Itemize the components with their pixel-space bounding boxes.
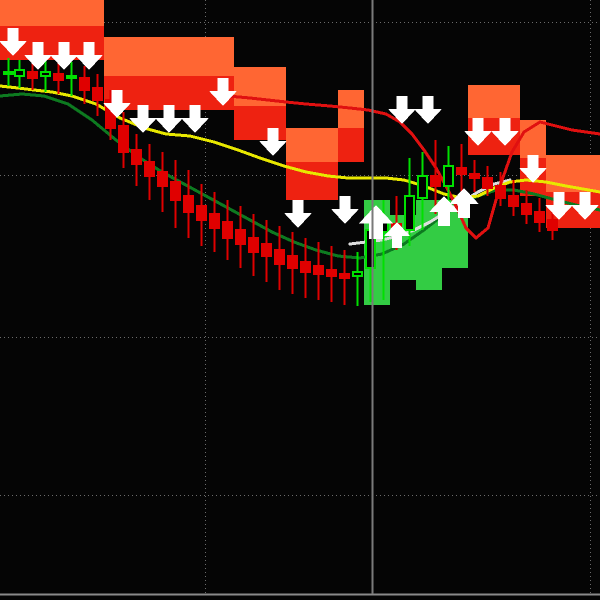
trend-band-bear-upper — [312, 128, 338, 162]
trend-band-bear-upper — [494, 85, 520, 118]
candle-body — [222, 221, 233, 239]
candle-body — [183, 195, 194, 213]
candle-body — [456, 167, 467, 175]
candle-body — [469, 173, 480, 179]
candle-body — [235, 229, 246, 245]
candle-body — [508, 195, 519, 207]
sell-signal-arrow-down[interactable] — [50, 42, 78, 70]
candle-body — [14, 69, 25, 77]
buy-signal-arrow-up[interactable] — [359, 205, 393, 239]
buy-signal-arrow-up[interactable] — [449, 188, 479, 218]
sell-signal-arrow-down[interactable] — [491, 118, 519, 146]
candle-body — [300, 261, 311, 273]
candle-body — [248, 237, 259, 253]
candle-body — [79, 77, 90, 91]
buy-signal-arrow-up[interactable] — [429, 196, 459, 226]
trend-band-bear-upper — [0, 0, 26, 26]
candle-body — [352, 271, 363, 277]
sell-signal-arrow-down[interactable] — [571, 192, 599, 220]
candle-body — [170, 181, 181, 201]
candle-body — [53, 73, 64, 81]
candle-body — [287, 255, 298, 269]
candle-body — [157, 171, 168, 187]
candle-body — [92, 87, 103, 101]
sell-signal-arrow-down[interactable] — [129, 105, 157, 133]
trend-band-bear-upper — [156, 37, 182, 76]
sell-signal-arrow-down[interactable] — [103, 90, 131, 118]
trend-band-bear-upper — [572, 155, 600, 192]
candle-body — [118, 125, 129, 153]
candle-body — [40, 71, 51, 77]
sell-signal-arrow-down[interactable] — [331, 196, 359, 224]
trend-band-bear-upper — [104, 37, 130, 76]
candle-body — [417, 175, 428, 199]
sell-signal-arrow-down[interactable] — [414, 96, 442, 124]
trend-band-bear-lower — [156, 76, 182, 110]
buy-signal-arrow-up[interactable] — [384, 222, 410, 248]
candle-body — [313, 265, 324, 275]
trend-band-bear-upper — [78, 0, 104, 26]
candle-body — [196, 205, 207, 221]
candle-body — [66, 75, 77, 79]
candle-body — [131, 149, 142, 165]
moving-average-line — [348, 178, 512, 246]
sell-signal-arrow-down[interactable] — [24, 42, 52, 70]
sell-signal-arrow-down[interactable] — [388, 96, 416, 124]
sell-signal-arrow-down[interactable] — [75, 42, 103, 70]
candle-body — [3, 71, 14, 75]
sell-signal-arrow-down[interactable] — [519, 155, 547, 183]
candle-body — [326, 269, 337, 277]
trend-band-bear-upper — [468, 85, 494, 118]
trend-band-bear-upper — [26, 0, 52, 26]
candle-body — [339, 273, 350, 279]
trend-band-bear-upper — [130, 37, 156, 76]
trend-band-bear-upper — [286, 128, 312, 162]
trend-band-bear-upper — [182, 37, 208, 76]
candle-body — [209, 213, 220, 229]
candle-body — [521, 203, 532, 215]
candle-body — [430, 175, 441, 187]
trend-band-bear-lower — [234, 106, 260, 140]
candle-body — [144, 161, 155, 177]
sell-signal-arrow-down[interactable] — [259, 128, 287, 156]
trend-band-bear-lower — [130, 76, 156, 110]
candle-body — [27, 71, 38, 79]
candle-body — [534, 211, 545, 223]
trend-band-bear-upper — [208, 37, 234, 76]
sell-signal-arrow-down[interactable] — [155, 105, 183, 133]
sell-signal-arrow-down[interactable] — [209, 78, 237, 106]
candle-body — [482, 177, 493, 189]
sell-signal-arrow-down[interactable] — [181, 105, 209, 133]
candle-body — [495, 185, 506, 199]
candle-body — [274, 249, 285, 265]
sell-signal-arrow-down[interactable] — [0, 28, 27, 56]
candle-body — [547, 219, 558, 231]
trend-band-bear-upper — [52, 0, 78, 26]
candle-body — [404, 195, 415, 231]
sell-signal-arrow-down[interactable] — [284, 200, 312, 228]
sell-signal-arrow-down[interactable] — [545, 192, 573, 220]
trend-band-bear-lower — [182, 76, 208, 110]
candle-body — [261, 243, 272, 257]
candle-body — [443, 165, 454, 187]
sell-signal-arrow-down[interactable] — [464, 118, 492, 146]
trend-band-bear-lower — [312, 162, 338, 200]
signal-arrows-group — [0, 28, 599, 248]
trend-band-bear-lower — [338, 128, 364, 162]
trend-band-bull — [416, 200, 442, 290]
